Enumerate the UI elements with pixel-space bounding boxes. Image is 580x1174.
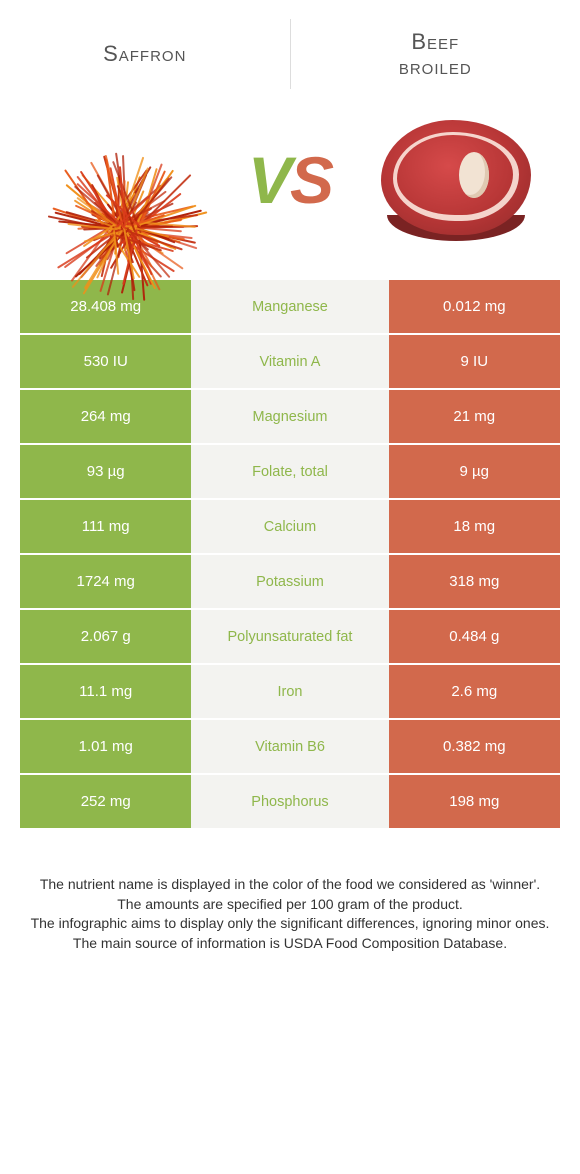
vs-label: VS — [248, 142, 332, 218]
nutrient-name: Vitamin B6 — [191, 720, 388, 773]
left-value: 93 µg — [20, 445, 191, 498]
footnote-line: The nutrient name is displayed in the co… — [30, 875, 550, 895]
right-value: 9 IU — [389, 335, 560, 388]
right-value: 0.382 mg — [389, 720, 560, 773]
footnotes: The nutrient name is displayed in the co… — [30, 875, 550, 953]
right-value: 0.484 g — [389, 610, 560, 663]
right-value: 0.012 mg — [389, 280, 560, 333]
right-food-title-line1: Beef — [411, 29, 459, 54]
left-value: 2.067 g — [20, 610, 191, 663]
right-value: 198 mg — [389, 775, 560, 828]
header-row: Saffron Beef broiled — [0, 0, 580, 90]
table-row: 111 mgCalcium18 mg — [20, 500, 560, 555]
nutrient-name: Calcium — [191, 500, 388, 553]
right-value: 318 mg — [389, 555, 560, 608]
table-row: 252 mgPhosphorus198 mg — [20, 775, 560, 830]
right-value: 18 mg — [389, 500, 560, 553]
nutrient-name: Iron — [191, 665, 388, 718]
table-row: 1724 mgPotassium318 mg — [20, 555, 560, 610]
table-row: 264 mgMagnesium21 mg — [20, 390, 560, 445]
left-value: 530 IU — [20, 335, 191, 388]
left-value: 252 mg — [20, 775, 191, 828]
images-row: VS — [0, 90, 580, 270]
table-row: 11.1 mgIron2.6 mg — [20, 665, 560, 720]
beef-image — [374, 110, 539, 250]
nutrient-name: Polyunsaturated fat — [191, 610, 388, 663]
nutrient-name: Manganese — [191, 280, 388, 333]
left-value: 28.408 mg — [20, 280, 191, 333]
table-row: 2.067 gPolyunsaturated fat0.484 g — [20, 610, 560, 665]
left-value: 111 mg — [20, 500, 191, 553]
nutrient-name: Vitamin A — [191, 335, 388, 388]
comparison-table: 28.408 mgManganese0.012 mg530 IUVitamin … — [20, 280, 560, 830]
nutrient-name: Phosphorus — [191, 775, 388, 828]
left-value: 264 mg — [20, 390, 191, 443]
left-value: 11.1 mg — [20, 665, 191, 718]
vs-s: S — [290, 143, 332, 217]
footnote-line: The main source of information is USDA F… — [30, 934, 550, 954]
saffron-image — [41, 110, 206, 250]
right-value: 21 mg — [389, 390, 560, 443]
right-value: 9 µg — [389, 445, 560, 498]
footnote-line: The infographic aims to display only the… — [30, 914, 550, 934]
footnote-line: The amounts are specified per 100 gram o… — [30, 895, 550, 915]
right-food-title-line2: broiled — [399, 54, 472, 79]
nutrient-name: Magnesium — [191, 390, 388, 443]
table-row: 93 µgFolate, total9 µg — [20, 445, 560, 500]
left-food-title: Saffron — [0, 18, 290, 90]
right-food-title: Beef broiled — [291, 18, 580, 90]
left-value: 1.01 mg — [20, 720, 191, 773]
nutrient-name: Potassium — [191, 555, 388, 608]
nutrient-name: Folate, total — [191, 445, 388, 498]
table-row: 530 IUVitamin A9 IU — [20, 335, 560, 390]
vs-v: V — [248, 143, 290, 217]
left-value: 1724 mg — [20, 555, 191, 608]
right-value: 2.6 mg — [389, 665, 560, 718]
table-row: 1.01 mgVitamin B60.382 mg — [20, 720, 560, 775]
